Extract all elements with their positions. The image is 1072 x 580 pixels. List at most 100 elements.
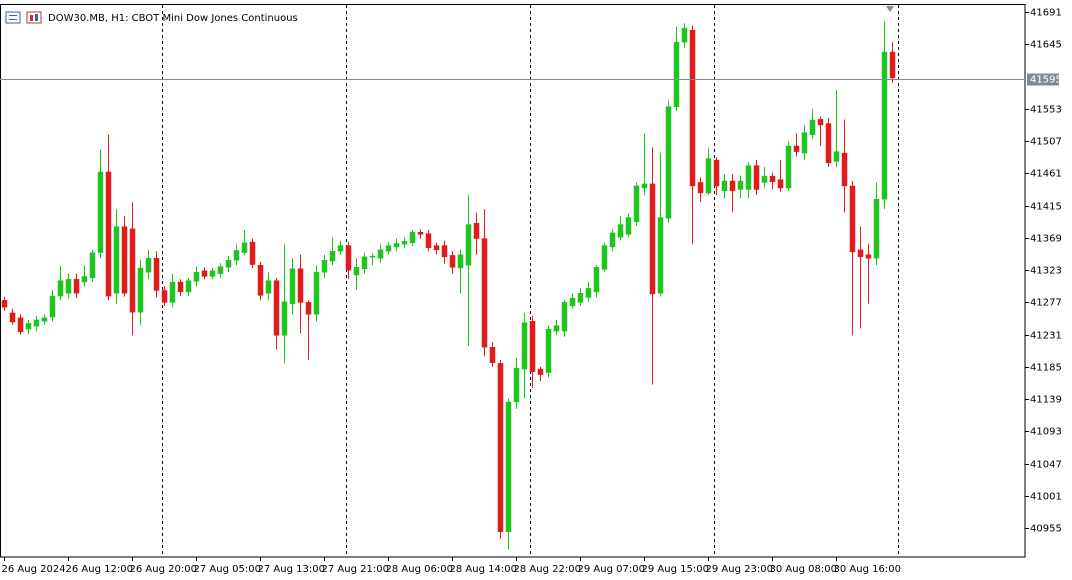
candle-body	[369, 255, 376, 258]
candle-body	[49, 295, 56, 318]
candle-body	[481, 238, 488, 348]
x-tick-label: 27 Aug 05:00	[194, 564, 261, 575]
candle-body	[641, 183, 648, 189]
candle-body	[793, 145, 800, 152]
candle-body	[121, 226, 128, 294]
candle-body	[321, 260, 328, 273]
x-tick-label: 28 Aug 06:00	[386, 564, 453, 575]
candle-body	[217, 266, 224, 274]
candle-body	[553, 325, 560, 332]
candle-body	[249, 241, 256, 265]
candle-body	[185, 280, 192, 293]
candle-body	[25, 323, 32, 330]
candle-body	[617, 224, 624, 238]
y-tick-label: 41645	[1030, 40, 1062, 51]
candle-body	[681, 27, 688, 43]
shift-marker	[886, 6, 894, 12]
candle-body	[577, 293, 584, 303]
candle-body	[857, 249, 864, 258]
candle-body	[393, 243, 400, 248]
candle-body	[329, 250, 336, 262]
candle-body	[153, 257, 160, 291]
candle-body	[409, 232, 416, 244]
candle-body	[753, 165, 760, 190]
x-tick-label: 26 Aug 2024	[2, 564, 66, 575]
icon-bar	[35, 14, 38, 21]
candle-body	[345, 245, 352, 271]
candle-body	[209, 270, 216, 277]
candle-body	[177, 281, 184, 293]
candle-body	[241, 242, 248, 253]
candle-body	[833, 151, 840, 162]
candle-body	[609, 232, 616, 248]
candle-body	[865, 254, 872, 259]
candle-body	[97, 171, 104, 253]
chart-title: DOW30.MB, H1: CBOT Mini Dow Jones Contin…	[48, 13, 298, 24]
icon-bar	[30, 15, 33, 21]
candle-body	[721, 180, 728, 192]
candle-body	[353, 267, 360, 276]
candle-body	[849, 185, 856, 253]
candle-body	[273, 280, 280, 336]
candle-body	[593, 267, 600, 293]
x-tick-label: 28 Aug 14:00	[450, 564, 517, 575]
candle-body	[713, 159, 720, 187]
candle-body	[745, 165, 752, 190]
x-tick-label: 29 Aug 07:00	[578, 564, 645, 575]
candle-body	[377, 249, 384, 259]
candle-body	[513, 368, 520, 403]
candle-body	[889, 51, 896, 79]
y-tick-label: 41047	[1030, 460, 1062, 471]
candle-body	[657, 217, 664, 294]
candle-body	[401, 241, 408, 245]
candle-body	[193, 271, 200, 282]
x-tick-label: 26 Aug 20:00	[130, 564, 197, 575]
candle-body	[417, 232, 424, 235]
candle-body	[561, 302, 568, 332]
candle-body	[81, 276, 88, 283]
y-tick-label: 41461	[1030, 169, 1062, 180]
candle-body	[89, 252, 96, 279]
candle-body	[305, 302, 312, 315]
candle-body	[633, 185, 640, 222]
candle-body	[809, 119, 816, 136]
candle-body	[385, 245, 392, 252]
x-tick-label: 26 Aug 12:00	[66, 564, 133, 575]
candle-body	[65, 278, 72, 294]
candle-body	[697, 182, 704, 194]
y-tick-label: 41553	[1030, 105, 1062, 116]
candle-body	[113, 226, 120, 294]
candle-body	[649, 183, 656, 295]
icon	[26, 11, 42, 24]
candle-body	[145, 257, 152, 273]
candle-body	[57, 280, 64, 297]
candle-body	[265, 280, 272, 294]
candle-body	[817, 119, 824, 126]
candle-body	[337, 245, 344, 252]
candle-body	[521, 322, 528, 370]
candle-body	[225, 260, 232, 268]
x-tick-label: 29 Aug 15:00	[642, 564, 709, 575]
last-price-label: 41595	[1030, 75, 1062, 86]
candle-body	[737, 180, 744, 190]
candle-body	[457, 254, 464, 269]
candle-body	[313, 271, 320, 315]
icon	[5, 11, 21, 24]
x-tick-label: 27 Aug 13:00	[258, 564, 325, 575]
candle-body	[105, 171, 112, 297]
candle-body	[233, 250, 240, 261]
candle-body	[785, 145, 792, 189]
candle-body	[665, 106, 672, 219]
candle-body	[505, 401, 512, 532]
candle-body	[9, 312, 16, 323]
candle-body	[777, 179, 784, 189]
y-tick-label: 41231	[1030, 331, 1062, 342]
y-tick-label: 41185	[1030, 363, 1062, 374]
candle-body	[497, 363, 504, 532]
last-price-box	[1027, 73, 1059, 86]
y-tick-label: 41507	[1030, 137, 1062, 148]
candle-body	[545, 328, 552, 373]
candle-body	[625, 217, 632, 235]
candle-body	[257, 264, 264, 296]
